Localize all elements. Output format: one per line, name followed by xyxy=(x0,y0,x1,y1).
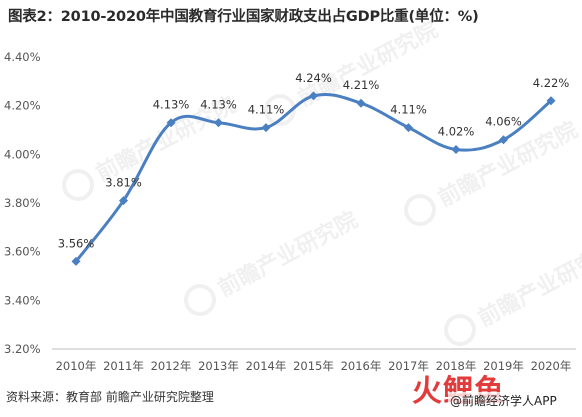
watermark: 前瞻产业研究院 xyxy=(404,117,582,226)
x-tick-label: 2014年 xyxy=(246,359,287,373)
data-point xyxy=(451,144,461,154)
x-tick-label: 2015年 xyxy=(293,359,334,373)
data-point xyxy=(499,135,508,145)
data-point xyxy=(166,118,176,128)
data-label: 4.24% xyxy=(295,71,332,85)
data-point xyxy=(71,256,81,266)
data-point xyxy=(214,118,223,128)
x-tick-label: 2013年 xyxy=(198,359,239,373)
y-tick-label: 4.20% xyxy=(4,99,41,113)
data-label: 3.56% xyxy=(58,236,95,250)
y-axis-ticks: 4.40% 4.20% 4.00% 3.80% 3.60% 3.40% 3.20% xyxy=(4,50,41,356)
y-tick-label: 3.60% xyxy=(4,245,41,259)
x-tick-label: 2016年 xyxy=(341,359,382,373)
data-label: 4.21% xyxy=(343,78,380,92)
data-label: 4.11% xyxy=(248,103,285,117)
x-tick-label: 2020年 xyxy=(531,359,572,373)
watermark: 前瞻产业研究院 xyxy=(444,237,582,346)
data-label: 4.11% xyxy=(390,103,427,117)
data-point xyxy=(546,96,556,106)
chart-title: 图表2：2010-2020年中国教育行业国家财政支出占GDP比重(单位：%) xyxy=(8,9,479,25)
data-labels: 3.56% 3.81% 4.13% 4.13% 4.11% 4.24% 4.21% 4.11%… xyxy=(58,71,570,250)
watermark-text: 前瞻产业研究院 xyxy=(214,207,362,302)
data-point xyxy=(356,98,366,108)
data-label: 4.13% xyxy=(153,98,190,112)
y-tick-label: 4.00% xyxy=(4,147,41,161)
data-points xyxy=(71,91,556,266)
data-label: 4.22% xyxy=(533,76,570,90)
data-label: 4.13% xyxy=(200,98,237,112)
x-tick-label: 2010年 xyxy=(56,359,97,373)
y-tick-label: 3.20% xyxy=(4,342,41,356)
data-point xyxy=(309,91,318,101)
data-label: 3.81% xyxy=(105,176,142,190)
data-point xyxy=(119,196,128,206)
watermark: 前瞻产业研究院 xyxy=(184,207,362,316)
y-tick-label: 3.40% xyxy=(4,293,41,307)
x-tick-label: 2011年 xyxy=(103,359,144,373)
brand-logo-caption: @前瞻经济学人APP xyxy=(448,392,559,409)
y-tick-label: 4.40% xyxy=(4,50,41,64)
x-tick-label: 2012年 xyxy=(151,359,192,373)
x-tick-label: 2018年 xyxy=(436,359,477,373)
y-tick-label: 3.80% xyxy=(4,196,41,210)
x-tick-label: 2019年 xyxy=(483,359,524,373)
x-axis-ticks: 2010年 2011年 2012年 2013年 2014年 2015年 2016年 2017年… xyxy=(56,359,572,373)
watermark-text: 前瞻产业研究院 xyxy=(474,237,582,332)
data-label: 4.06% xyxy=(485,115,522,129)
source-note: 资料来源：教育部 前瞻产业研究院整理 xyxy=(6,390,214,404)
data-label: 4.02% xyxy=(438,124,475,138)
brand-logo: 火鲤鱼 @前瞻经济学人APP xyxy=(412,366,582,417)
data-point xyxy=(404,123,413,133)
x-tick-label: 2017年 xyxy=(388,359,429,373)
data-point xyxy=(261,123,271,133)
